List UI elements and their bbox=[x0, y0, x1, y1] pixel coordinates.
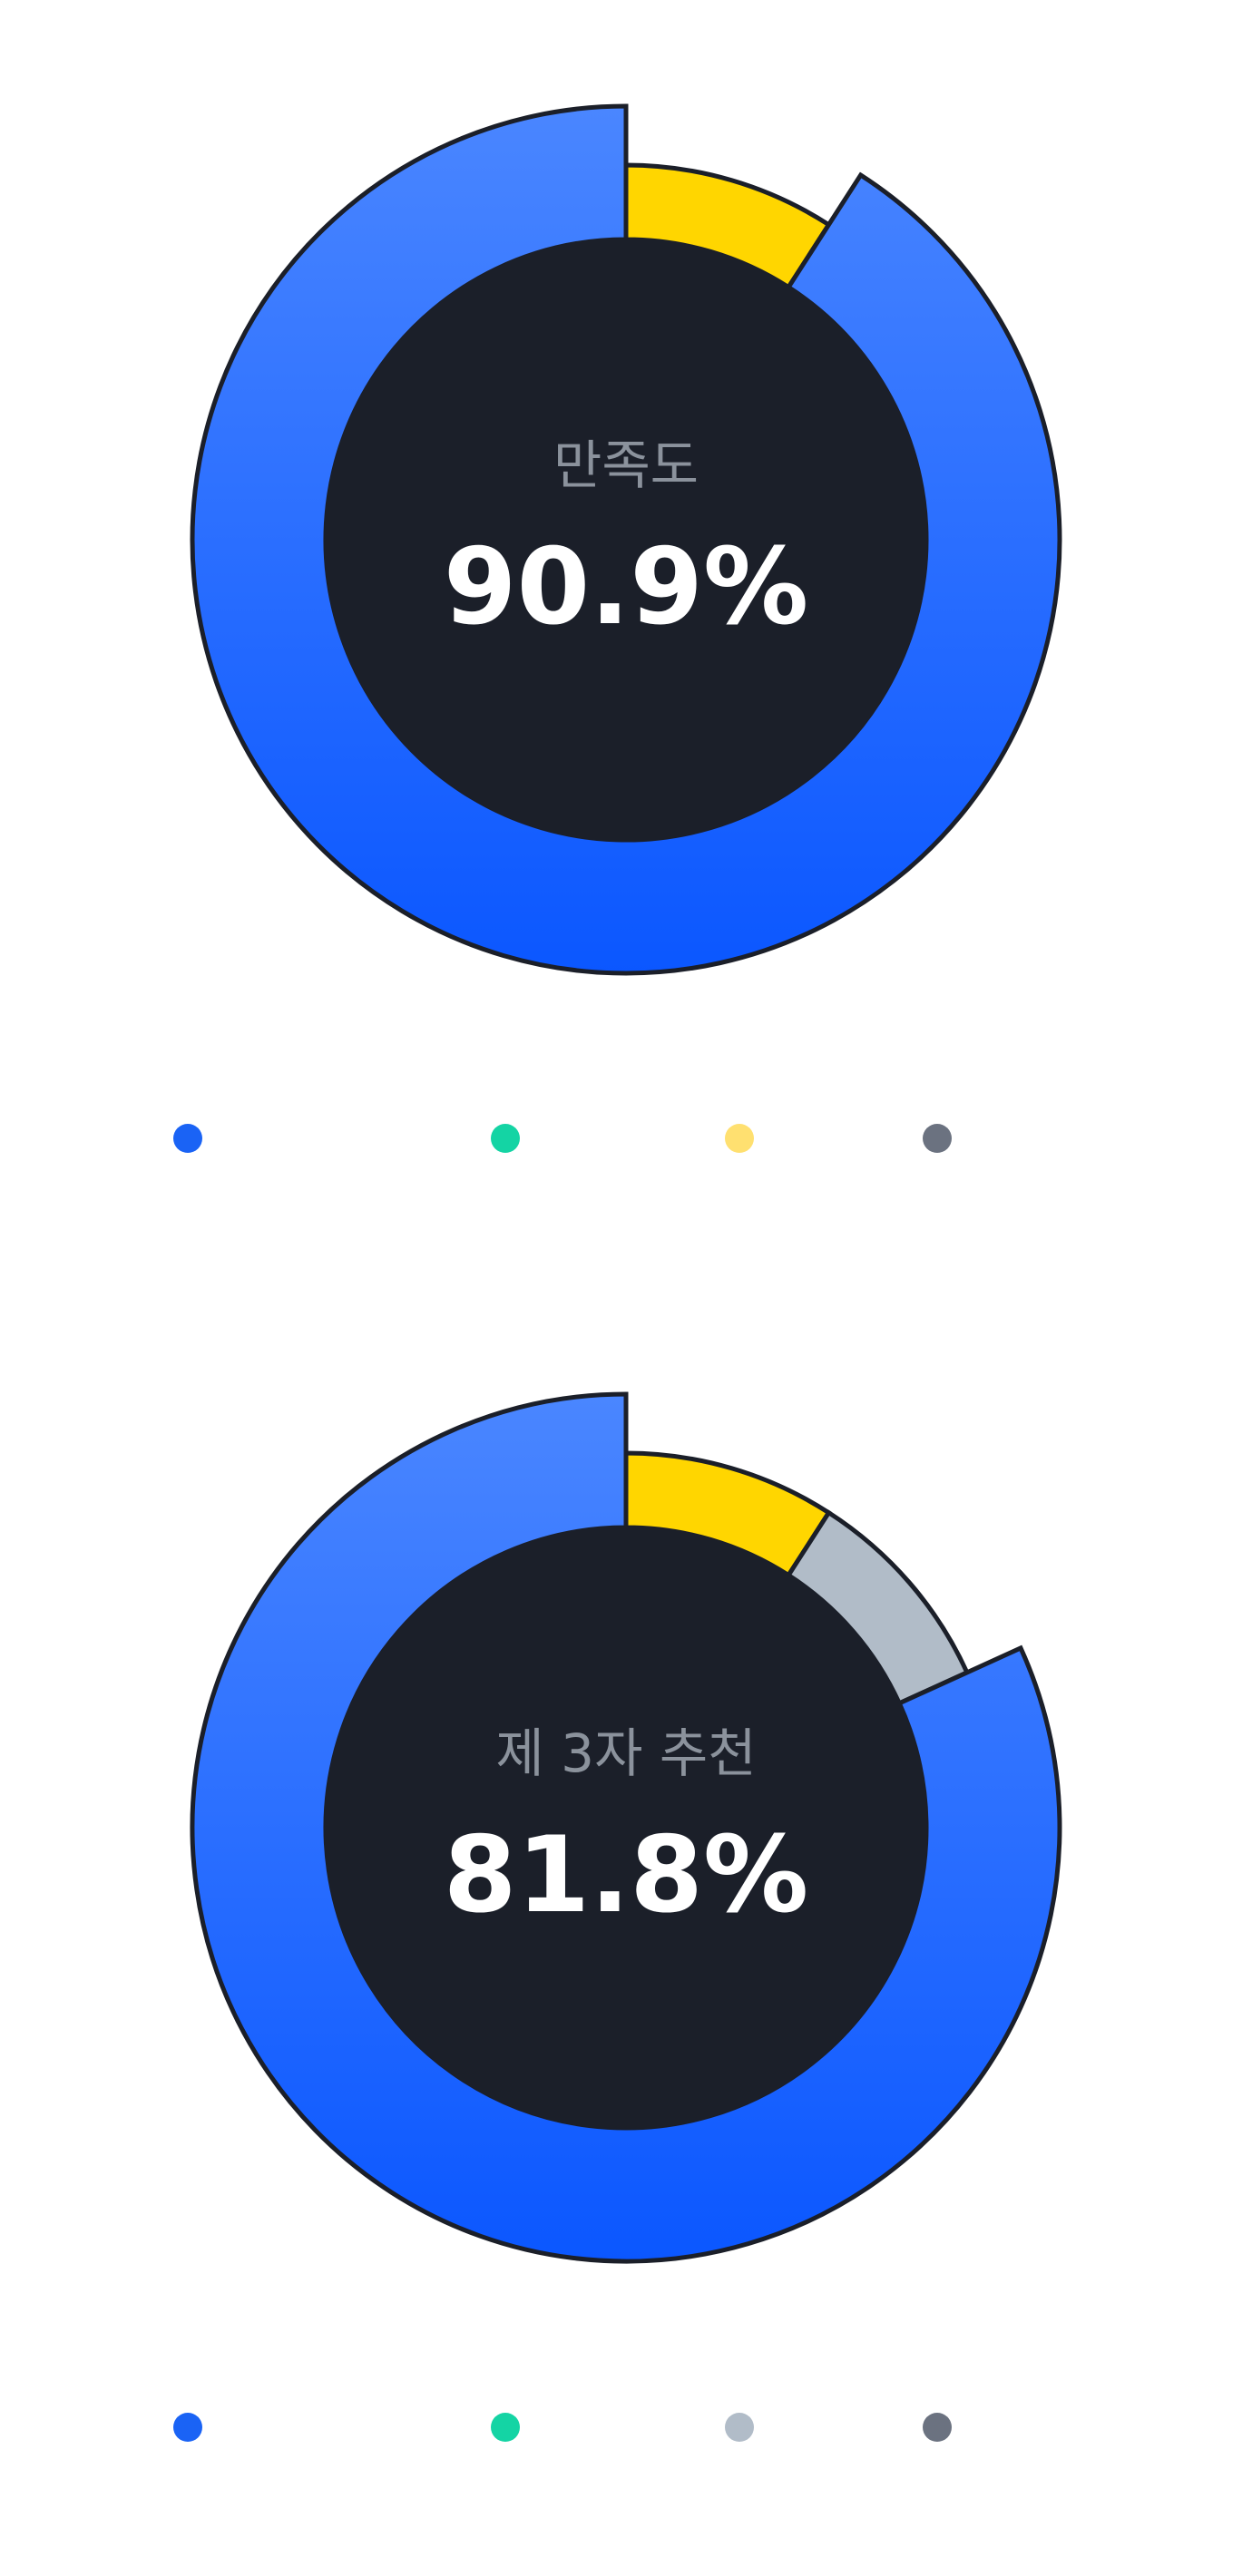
legend-item-2 bbox=[487, 2409, 523, 2445]
center-label: 만족도 bbox=[553, 434, 699, 496]
satisfaction-chart: 만족도 90.9% bbox=[190, 103, 1062, 976]
satisfaction-legend bbox=[0, 1120, 1252, 1156]
third-party-recommendation-legend bbox=[0, 2409, 1252, 2445]
legend-item-4 bbox=[919, 1120, 955, 1156]
legend-item-3 bbox=[721, 1120, 758, 1156]
legend-dot bbox=[173, 2413, 202, 2442]
donut-center bbox=[324, 238, 928, 842]
legend-dot bbox=[173, 1124, 202, 1153]
legend-dot bbox=[923, 2413, 952, 2442]
legend-item-1 bbox=[170, 1120, 206, 1156]
legend-dot bbox=[725, 2413, 754, 2442]
legend-item-4 bbox=[919, 2409, 955, 2445]
legend-dot bbox=[491, 2413, 520, 2442]
legend-dot bbox=[725, 1124, 754, 1153]
third-party-recommendation-donut: 제 3자 추천 81.8% bbox=[190, 1391, 1062, 2264]
center-value: 90.9% bbox=[444, 526, 808, 649]
third-party-recommendation-chart: 제 3자 추천 81.8% bbox=[0, 1288, 1252, 2576]
center-value: 81.8% bbox=[444, 1814, 808, 1937]
legend-item-2 bbox=[487, 1120, 523, 1156]
legend-dot bbox=[923, 1124, 952, 1153]
legend-item-3 bbox=[721, 2409, 758, 2445]
donut-center bbox=[324, 1526, 928, 2130]
legend-dot bbox=[491, 1124, 520, 1153]
legend-item-1 bbox=[170, 2409, 206, 2445]
center-label: 제 3자 추천 bbox=[495, 1722, 756, 1784]
satisfaction-donut: 만족도 90.9% bbox=[190, 103, 1062, 976]
